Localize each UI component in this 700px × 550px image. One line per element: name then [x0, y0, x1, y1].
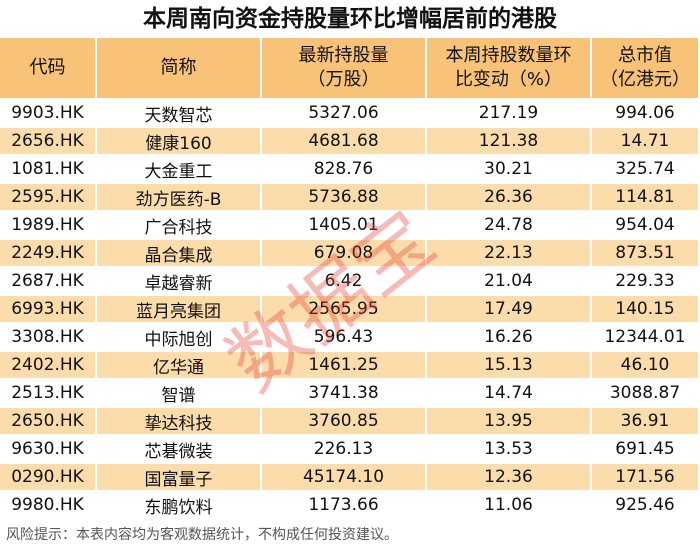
cell: 12344.01	[592, 324, 700, 352]
cell: 171.56	[592, 464, 700, 492]
cell: 芯碁微装	[97, 436, 262, 464]
cell: 1081.HK	[0, 156, 97, 184]
cell: 954.04	[592, 212, 700, 240]
cell: 卓越睿新	[97, 268, 262, 296]
cell: 3308.HK	[0, 324, 97, 352]
header-cell: 本周持股数量环 比变动（%）	[427, 38, 592, 100]
cell: 5736.88	[262, 184, 427, 212]
cell: 691.45	[592, 436, 700, 464]
cell: 健康160	[97, 128, 262, 156]
cell: 1173.66	[262, 492, 427, 520]
cell: 9630.HK	[0, 436, 97, 464]
cell: 14.74	[427, 380, 592, 408]
cell: 873.51	[592, 240, 700, 268]
header-cell: 总市值 （亿港元）	[592, 38, 700, 100]
cell: 828.76	[262, 156, 427, 184]
cell: 36.91	[592, 408, 700, 436]
cell: 229.33	[592, 268, 700, 296]
header-cell: 代码	[0, 38, 97, 100]
cell: 大金重工	[97, 156, 262, 184]
cell: 亿华通	[97, 352, 262, 380]
cell: 679.08	[262, 240, 427, 268]
header-text: 最新持股量	[298, 45, 389, 66]
cell: 226.13	[262, 436, 427, 464]
cell: 30.21	[427, 156, 592, 184]
header-text: （万股）	[307, 69, 380, 90]
cell: 5327.06	[262, 100, 427, 128]
cell: 46.10	[592, 352, 700, 380]
cell: 6.42	[262, 268, 427, 296]
cell: 2687.HK	[0, 268, 97, 296]
cell: 26.36	[427, 184, 592, 212]
cell: 45174.10	[262, 464, 427, 492]
cell: 22.13	[427, 240, 592, 268]
cell: 4681.68	[262, 128, 427, 156]
cell: 国富量子	[97, 464, 262, 492]
cell: 2513.HK	[0, 380, 97, 408]
cell: 13.53	[427, 436, 592, 464]
header-text: （亿港元）	[600, 69, 690, 90]
cell: 2650.HK	[0, 408, 97, 436]
cell: 2656.HK	[0, 128, 97, 156]
cell: 994.06	[592, 100, 700, 128]
cell: 9980.HK	[0, 492, 97, 520]
cell: 智谱	[97, 380, 262, 408]
cell: 2402.HK	[0, 352, 97, 380]
cell: 12.36	[427, 464, 592, 492]
cell: 广合科技	[97, 212, 262, 240]
cell: 3741.38	[262, 380, 427, 408]
cell: 596.43	[262, 324, 427, 352]
cell: 劲方医药-B	[97, 184, 262, 212]
cell: 6993.HK	[0, 296, 97, 324]
cell: 16.26	[427, 324, 592, 352]
cell: 蓝月亮集团	[97, 296, 262, 324]
table: 代码 简称 最新持股量 （万股） 本周持股数量环 比变动（%） 总市值 （亿港元） 9903.H…	[0, 38, 700, 520]
cell: 24.78	[427, 212, 592, 240]
cell: 1405.01	[262, 212, 427, 240]
cell: 1461.25	[262, 352, 427, 380]
cell: 925.46	[592, 492, 700, 520]
cell: 2595.HK	[0, 184, 97, 212]
cell: 121.38	[427, 128, 592, 156]
cell: 东鹏饮料	[97, 492, 262, 520]
cell: 140.15	[592, 296, 700, 324]
cell: 17.49	[427, 296, 592, 324]
cell: 15.13	[427, 352, 592, 380]
cell: 2565.95	[262, 296, 427, 324]
header-cell: 最新持股量 （万股）	[262, 38, 427, 100]
header-text: 本周持股数量环	[445, 45, 572, 66]
cell: 114.81	[592, 184, 700, 212]
cell: 325.74	[592, 156, 700, 184]
header-text: 比变动（%）	[454, 69, 563, 90]
cell: 3088.87	[592, 380, 700, 408]
cell: 天数智芯	[97, 100, 262, 128]
header-text: 总市值	[618, 45, 672, 66]
header-cell: 简称	[97, 38, 262, 100]
cell: 9903.HK	[0, 100, 97, 128]
cell: 21.04	[427, 268, 592, 296]
cell: 晶合集成	[97, 240, 262, 268]
cell: 14.71	[592, 128, 700, 156]
cell: 2249.HK	[0, 240, 97, 268]
cell: 中际旭创	[97, 324, 262, 352]
footer: 风险提示：本表内容均为客观数据统计，不构成任何投资建议。	[6, 527, 398, 543]
cell: 1989.HK	[0, 212, 97, 240]
cell: 217.19	[427, 100, 592, 128]
cell: 0290.HK	[0, 464, 97, 492]
header-text: 简称	[160, 57, 197, 78]
header-text: 代码	[29, 57, 66, 78]
cell: 11.06	[427, 492, 592, 520]
cell: 挚达科技	[97, 408, 262, 436]
cell: 13.95	[427, 408, 592, 436]
title: 本周南向资金持股量环比增幅居前的港股	[143, 6, 557, 32]
cell: 3760.85	[262, 408, 427, 436]
